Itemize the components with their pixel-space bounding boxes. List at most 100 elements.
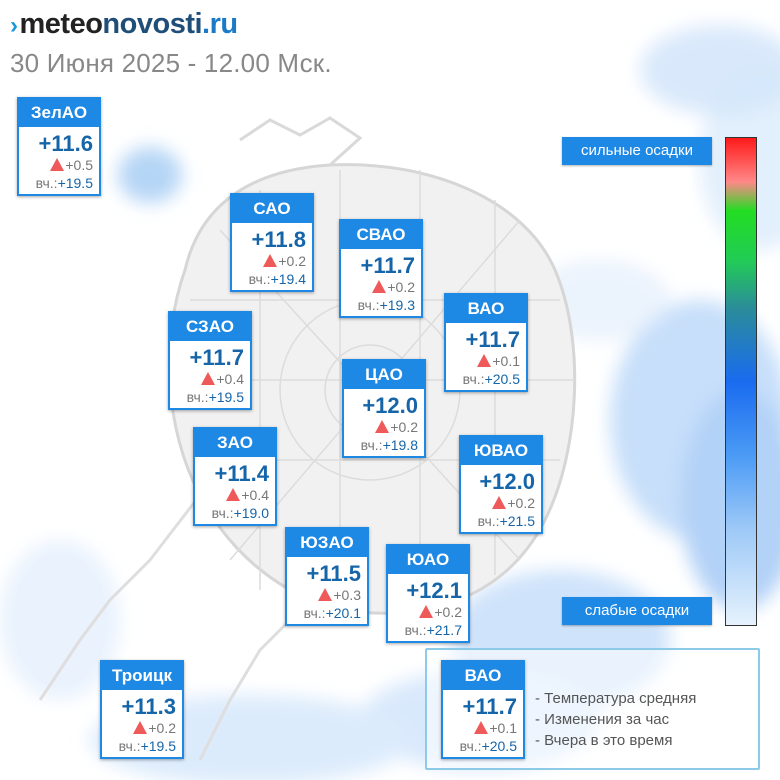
yesterday-value: +20.5 xyxy=(484,371,520,387)
district-yesterday: вч.:+19.5 xyxy=(170,388,250,408)
scale-top-label: сильные осадки xyxy=(562,137,712,165)
legend-explanations: - Температура средняя - Изменения за час… xyxy=(535,688,696,751)
up-arrow-icon xyxy=(474,721,489,734)
yesterday-value: +19.8 xyxy=(382,437,418,453)
district-card-svao: СВАО +11.7 +0.2 вч.:+19.3 xyxy=(339,219,423,318)
district-name: САО xyxy=(232,195,312,223)
district-temperature: +11.7 xyxy=(189,345,244,370)
delta-value: +0.2 xyxy=(390,419,418,435)
district-name: ВАО xyxy=(443,662,523,690)
up-arrow-icon xyxy=(375,420,390,433)
up-arrow-icon xyxy=(477,354,492,367)
yesterday-value: +19.3 xyxy=(379,297,415,313)
district-name: ЗАО xyxy=(195,429,275,457)
scale-bottom-label: слабые осадки xyxy=(562,597,712,625)
district-card-zelao: ЗелАО +11.6 +0.5 вч.:+19.5 xyxy=(17,97,101,196)
delta-value: +0.2 xyxy=(434,604,462,620)
district-temperature: +11.7 xyxy=(465,327,520,352)
date-subtitle: 30 Июня 2025 - 12.00 Мск. xyxy=(10,48,332,78)
district-yesterday: вч.:+19.5 xyxy=(19,174,99,194)
legend-line-yesterday: - Вчера в это время xyxy=(535,732,673,749)
delta-value: +0.1 xyxy=(492,353,520,369)
district-temperature: +11.5 xyxy=(306,561,361,586)
district-card-yuzao: ЮЗАО +11.5 +0.3 вч.:+20.1 xyxy=(285,527,369,626)
district-name: ЮАО xyxy=(388,546,468,574)
up-arrow-icon xyxy=(263,254,278,267)
delta-value: +0.2 xyxy=(278,253,306,269)
district-temperature: +11.7 xyxy=(360,253,415,278)
district-name: ЦАО xyxy=(344,361,424,389)
yesterday-label: вч.: xyxy=(462,371,485,387)
district-name: СВАО xyxy=(341,221,421,249)
yesterday-label: вч.: xyxy=(186,389,209,405)
up-arrow-icon xyxy=(372,280,387,293)
district-yesterday: вч.:+20.1 xyxy=(287,604,367,624)
district-hourly-change: +0.1 xyxy=(443,720,523,737)
district-hourly-change: +0.4 xyxy=(195,487,275,504)
yesterday-value: +21.7 xyxy=(426,622,462,638)
district-name: ЮЗАО xyxy=(287,529,367,557)
district-name: Троицк xyxy=(102,662,182,690)
district-card-vao: ВАО +11.7 +0.1 вч.:+20.5 xyxy=(444,293,528,392)
district-hourly-change: +0.3 xyxy=(287,587,367,604)
district-card-sao: САО +11.8 +0.2 вч.:+19.4 xyxy=(230,193,314,292)
legend-line-change: - Изменения за час xyxy=(535,711,670,728)
district-card-yuvao: ЮВАО +12.0 +0.2 вч.:+21.5 xyxy=(459,435,543,534)
logo-brand-part1: meteo xyxy=(19,8,103,40)
district-card-cao: ЦАО +12.0 +0.2 вч.:+19.8 xyxy=(342,359,426,458)
legend-line-temperature: - Температура средняя xyxy=(535,690,697,707)
district-hourly-change: +0.2 xyxy=(388,604,468,621)
district-hourly-change: +0.2 xyxy=(461,495,541,512)
delta-value: +0.2 xyxy=(507,495,535,511)
district-temperature: +11.7 xyxy=(462,694,517,719)
district-hourly-change: +0.2 xyxy=(341,279,421,296)
district-temperature: +12.1 xyxy=(406,578,462,603)
yesterday-label: вч.: xyxy=(303,605,326,621)
yesterday-label: вч.: xyxy=(459,738,482,754)
district-yesterday: вч.:+21.5 xyxy=(461,512,541,532)
up-arrow-icon xyxy=(492,496,507,509)
up-arrow-icon xyxy=(419,605,434,618)
district-yesterday: вч.:+19.5 xyxy=(102,737,182,757)
district-hourly-change: +0.2 xyxy=(344,419,424,436)
yesterday-value: +20.1 xyxy=(325,605,361,621)
district-yesterday: вч.:+19.4 xyxy=(232,270,312,290)
yesterday-value: +19.5 xyxy=(57,175,93,191)
legend-box: ВАО +11.7 +0.1 вч.:+20.5 - Температура с… xyxy=(425,648,760,770)
delta-value: +0.1 xyxy=(489,720,517,736)
delta-value: +0.3 xyxy=(333,587,361,603)
up-arrow-icon xyxy=(50,158,65,171)
up-arrow-icon xyxy=(201,372,216,385)
yesterday-label: вч.: xyxy=(357,297,380,313)
header: ›meteonovosti.ru 30 Июня 2025 - 12.00 Мс… xyxy=(10,6,332,79)
yesterday-label: вч.: xyxy=(211,505,234,521)
yesterday-label: вч.: xyxy=(404,622,427,638)
district-yesterday: вч.:+21.7 xyxy=(388,621,468,641)
district-temperature: +11.4 xyxy=(214,461,269,486)
yesterday-value: +21.5 xyxy=(499,513,535,529)
precipitation-scale-bar xyxy=(725,137,757,626)
district-temperature: +11.8 xyxy=(251,227,306,252)
yesterday-value: +20.5 xyxy=(481,738,517,754)
logo-tld: .ru xyxy=(202,8,238,40)
delta-value: +0.4 xyxy=(241,487,269,503)
delta-value: +0.4 xyxy=(216,371,244,387)
district-name: СЗАО xyxy=(170,313,250,341)
district-yesterday: вч.:+19.8 xyxy=(344,436,424,456)
district-temperature: +12.0 xyxy=(479,469,535,494)
logo-chevron-icon: › xyxy=(10,12,18,39)
district-yesterday: вч.:+20.5 xyxy=(443,737,523,757)
up-arrow-icon xyxy=(318,588,333,601)
yesterday-label: вч.: xyxy=(35,175,58,191)
yesterday-value: +19.5 xyxy=(208,389,244,405)
district-card-zao: ЗАО +11.4 +0.4 вч.:+19.0 xyxy=(193,427,277,526)
yesterday-value: +19.0 xyxy=(233,505,269,521)
district-hourly-change: +0.5 xyxy=(19,157,99,174)
yesterday-label: вч.: xyxy=(248,271,271,287)
delta-value: +0.2 xyxy=(387,279,415,295)
district-yesterday: вч.:+19.3 xyxy=(341,296,421,316)
site-logo: ›meteonovosti.ru xyxy=(10,6,332,44)
yesterday-label: вч.: xyxy=(477,513,500,529)
district-hourly-change: +0.1 xyxy=(446,353,526,370)
up-arrow-icon xyxy=(133,721,148,734)
